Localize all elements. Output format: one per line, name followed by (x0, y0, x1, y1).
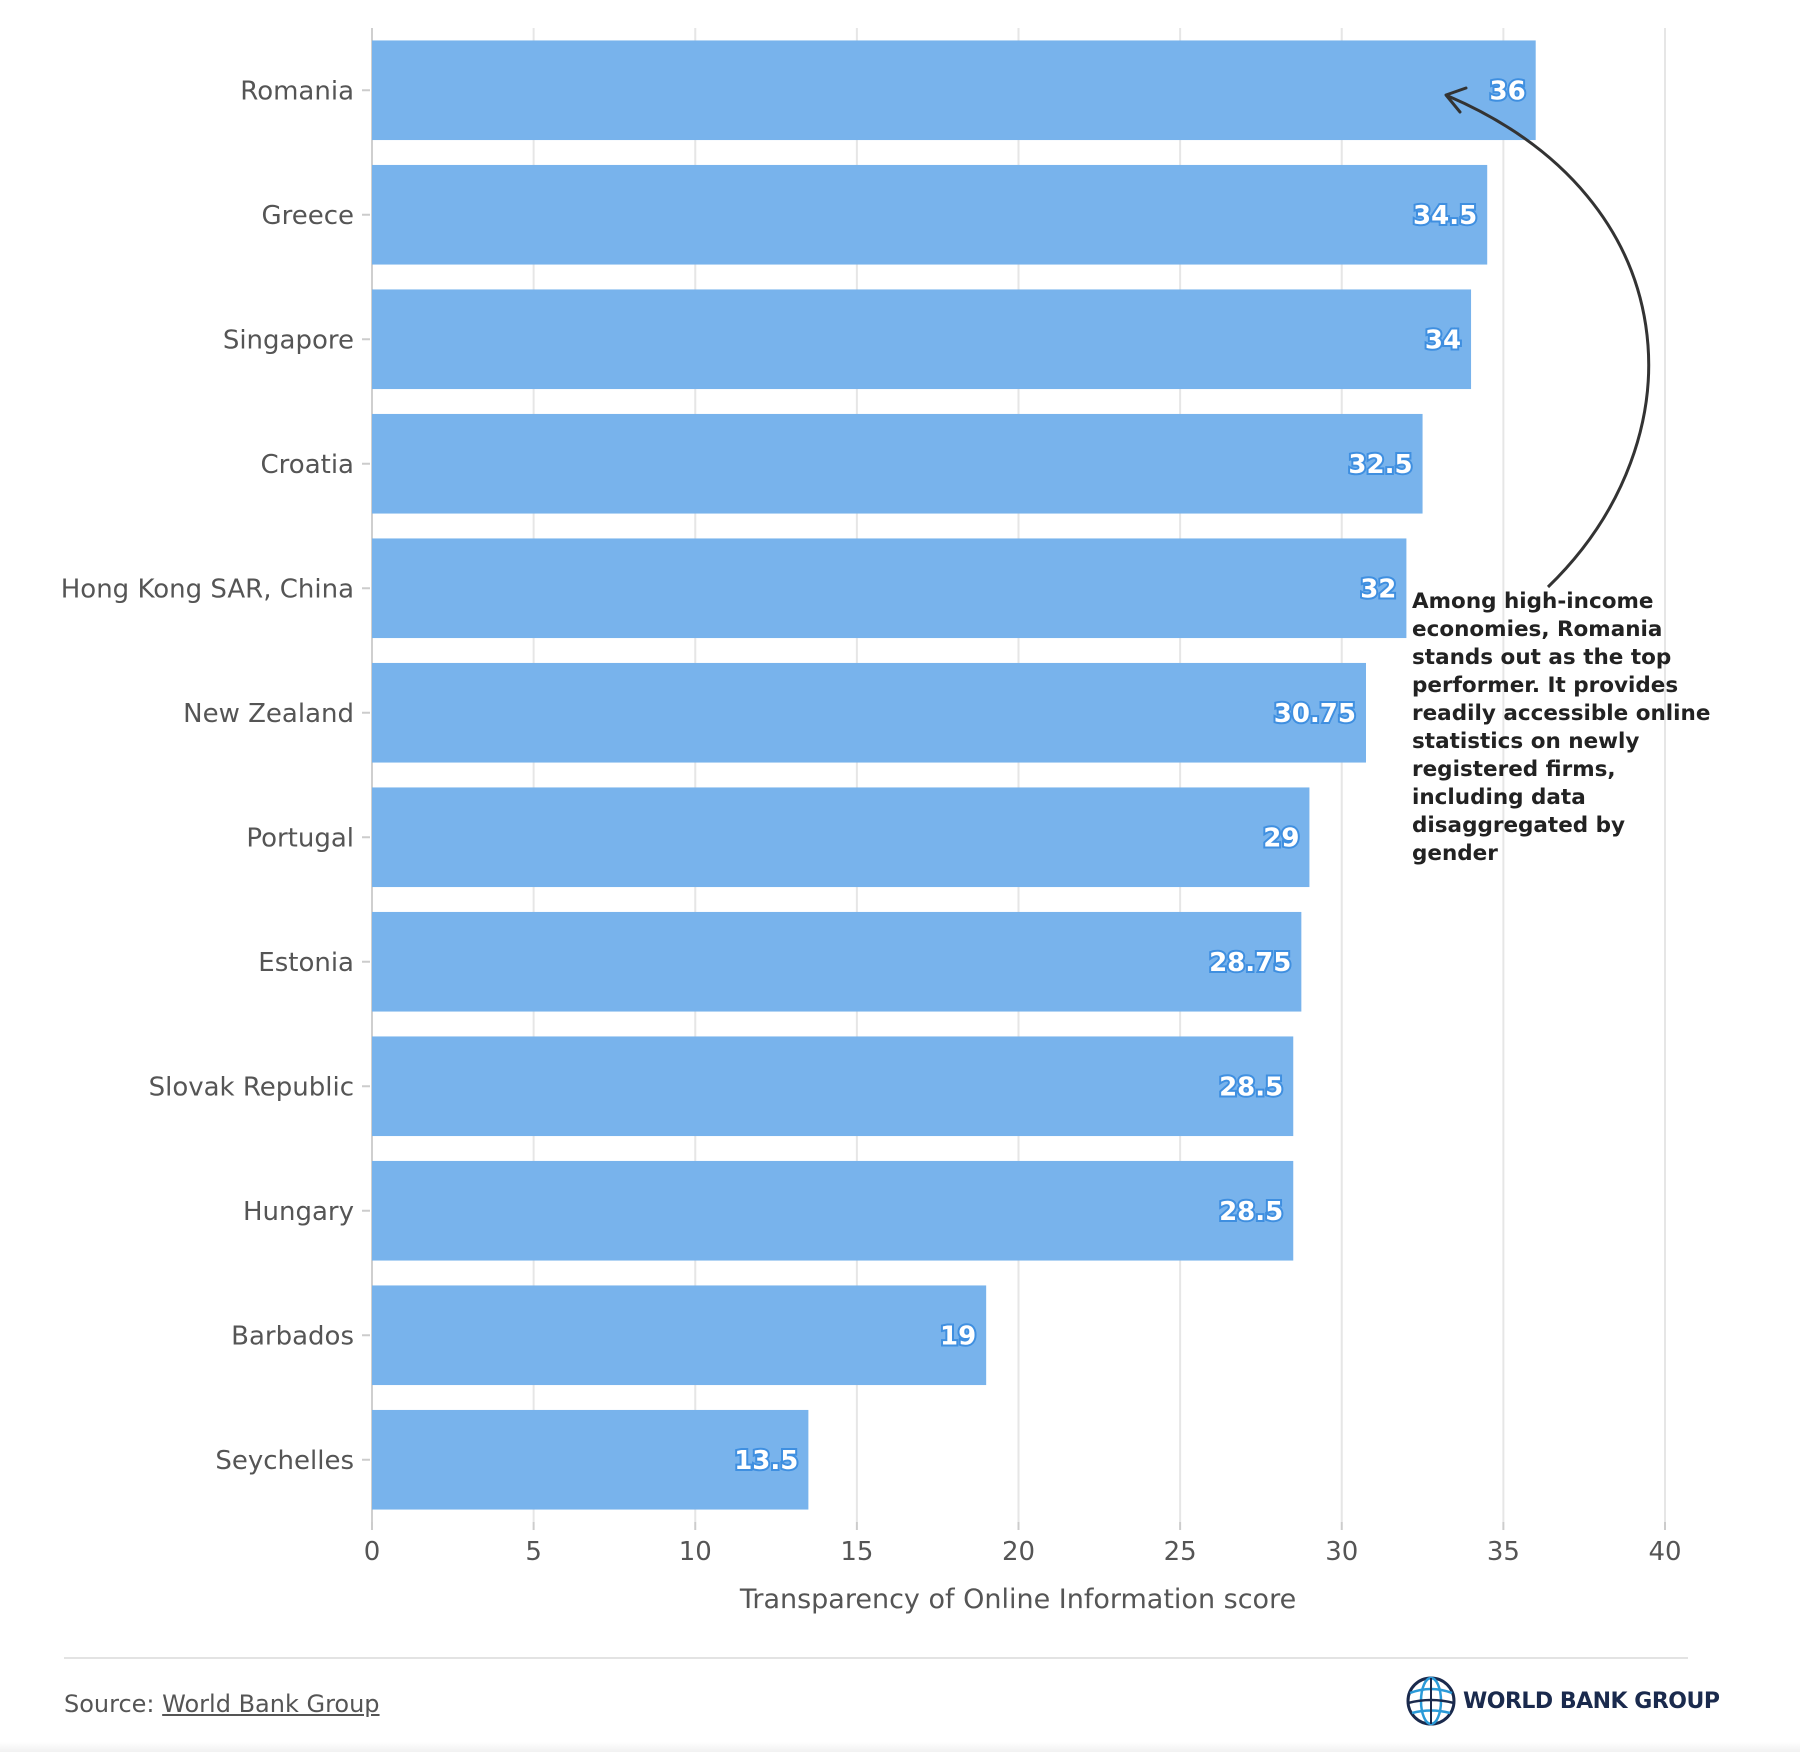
data-label: 34 (1425, 325, 1461, 355)
category-label: Barbados (231, 1321, 354, 1351)
category-label: Seychelles (215, 1446, 354, 1476)
x-tick-label: 0 (364, 1537, 381, 1567)
category-label: Estonia (258, 948, 354, 978)
x-tick-label: 10 (679, 1537, 712, 1567)
bar-chart: 36 34.5 34 32.5 32 30.75 29 28.75 28.5 28.5 19 13.5… (61, 28, 1682, 1615)
data-label: 13.5 (734, 1446, 798, 1476)
logo-text: WORLD BANK GROUP (1463, 1688, 1720, 1714)
x-tick-label: 5 (525, 1537, 542, 1567)
x-axis: 0 5 10 15 20 25 30 35 40 (364, 1522, 1682, 1567)
world-bank-logo[interactable]: WORLD BANK GROUP (1405, 1673, 1720, 1729)
category-label: Greece (261, 201, 354, 231)
x-tick-label: 15 (840, 1537, 873, 1567)
source-note: Source: World Bank Group (64, 1690, 380, 1718)
bar (372, 911, 1302, 1012)
x-tick-label: 20 (1002, 1537, 1035, 1567)
category-label: Hungary (243, 1197, 354, 1227)
data-label: 28.5 (1219, 1197, 1283, 1227)
category-labels: Romania Greece Singapore Croatia Hong Kong S… (61, 76, 370, 1476)
annotation-arrow (1444, 86, 1651, 589)
category-label: Croatia (261, 450, 354, 480)
data-label: 32.5 (1348, 450, 1412, 480)
gridlines (371, 28, 1666, 1522)
data-label: 28.75 (1209, 948, 1291, 978)
bar (372, 538, 1407, 639)
bar (372, 164, 1488, 265)
x-axis-title: Transparency of Online Information score (739, 1584, 1296, 1615)
bar (372, 1409, 809, 1510)
data-label: 19 (940, 1321, 976, 1351)
data-label: 30.75 (1274, 699, 1356, 729)
page-bottom-edge (0, 1742, 1800, 1752)
bar (372, 662, 1366, 763)
footer-divider (64, 1657, 1688, 1659)
category-label: New Zealand (183, 699, 354, 729)
data-label: 28.5 (1219, 1072, 1283, 1102)
category-label: Romania (240, 76, 354, 106)
category-label: Singapore (223, 325, 354, 355)
category-label: Portugal (246, 823, 354, 853)
bars: 36 34.5 34 32.5 32 30.75 29 28.75 28.5 28.5 19 13.5 (372, 40, 1536, 1510)
x-tick-label: 35 (1487, 1537, 1520, 1567)
annotation-text: Among high-income economies, Romania sta… (1412, 589, 1711, 866)
bar (372, 1036, 1294, 1137)
bar (372, 787, 1310, 888)
source-prefix: Source: (64, 1690, 163, 1718)
bar (372, 1285, 987, 1386)
bar (372, 413, 1423, 514)
category-label: Hong Kong SAR, China (61, 574, 354, 604)
globe-icon (1406, 1676, 1456, 1726)
bar (372, 1160, 1294, 1261)
data-label: 34.5 (1413, 201, 1477, 231)
bar (372, 40, 1536, 141)
bar (372, 289, 1472, 390)
category-label: Slovak Republic (149, 1072, 354, 1102)
x-tick-label: 25 (1164, 1537, 1197, 1567)
x-tick-label: 40 (1648, 1537, 1681, 1567)
data-label: 36 (1490, 76, 1526, 106)
source-link[interactable]: World Bank Group (162, 1690, 380, 1718)
x-tick-label: 30 (1325, 1537, 1358, 1567)
data-label: 29 (1263, 823, 1299, 853)
data-label: 32 (1360, 574, 1396, 604)
